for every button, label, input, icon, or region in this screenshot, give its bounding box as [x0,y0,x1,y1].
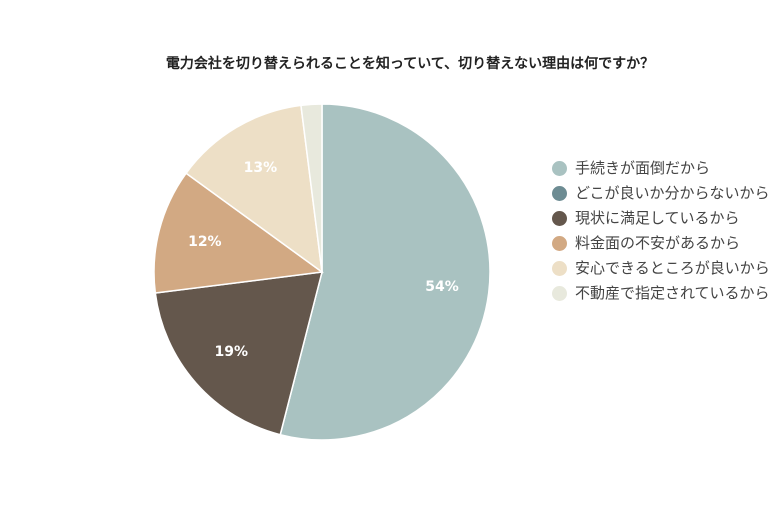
legend-swatch [552,286,567,301]
slice-label: 19% [215,344,249,360]
slice-label: 54% [425,279,459,295]
chart-title: 電力会社を切り替えられることを知っていて、切り替えない理由は何ですか？ [166,55,654,72]
pie-slice [153,172,324,294]
legend-item: 現状に満足しているから [552,208,780,229]
slice-label: 12% [188,234,222,250]
slice-label: 13% [244,160,278,176]
legend-swatch [552,261,567,276]
pie-slice [154,271,324,436]
pie-slice [279,103,491,441]
legend-swatch [552,211,567,226]
legend-label: 料金面の不安があるから [575,234,741,252]
legend-label: 安心できるところが良いから [575,259,770,277]
legend-swatch [552,186,567,201]
legend-label: 不動産で指定されているから [575,284,770,302]
legend-label: 手続きが面倒だから [575,159,711,177]
legend-item: 安心できるところが良いから [552,258,780,279]
pie-slice [300,103,323,273]
legend-swatch [552,161,567,176]
legend-item: 手続きが面倒だから [552,158,780,179]
legend-label: 現状に満足しているから [575,209,740,227]
legend-item: 不動産で指定されているから [552,283,780,304]
legend-item: 料金面の不安があるから [552,233,780,254]
legend-label: どこが良いか分からないから [575,184,770,202]
legend-item: どこが良いか分からないから [552,183,780,204]
legend-swatch [552,236,567,251]
legend: 手続きが面倒だからどこが良いか分からないから 現状に満足しているから 料金面の不安が… [552,158,780,308]
pie-slice [185,104,323,274]
